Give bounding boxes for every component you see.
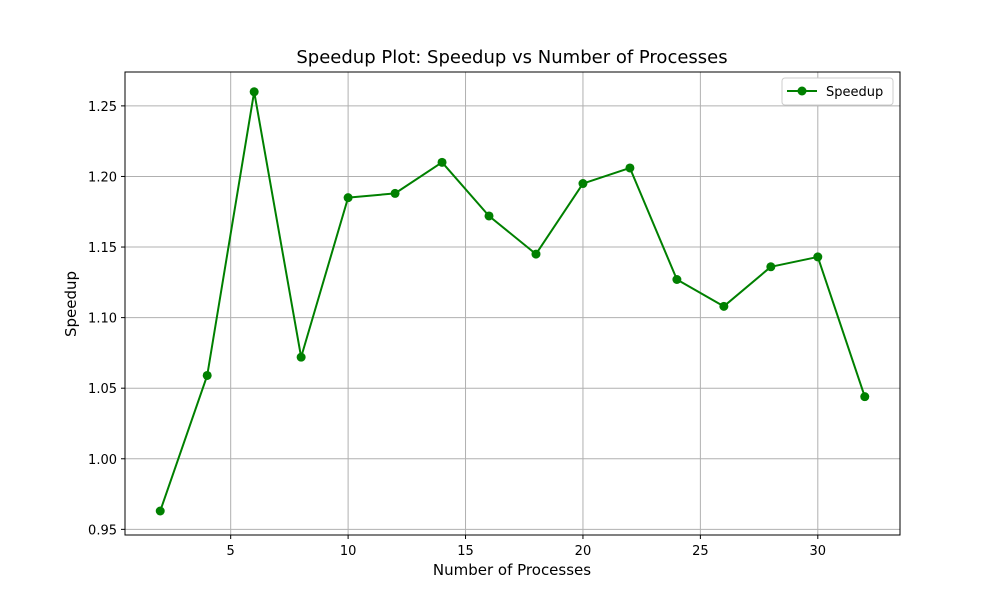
x-tick-label: 15	[457, 544, 474, 559]
data-point	[813, 252, 823, 262]
legend-marker-swatch	[797, 86, 807, 96]
legend: Speedup	[781, 77, 894, 106]
x-tick-label: 25	[692, 544, 709, 559]
data-point	[531, 249, 541, 259]
data-point	[437, 157, 447, 167]
data-point	[484, 211, 494, 221]
y-tick-label: 1.05	[88, 382, 117, 397]
x-tick-label: 30	[810, 544, 827, 559]
x-axis-label: Number of Processes	[433, 561, 591, 579]
chart-title: Speedup Plot: Speedup vs Number of Proce…	[296, 47, 727, 68]
x-tick-label: 20	[575, 544, 592, 559]
data-point	[719, 301, 729, 311]
y-axis-ticks: 0.95 1.00 1.05 1.10 1.15 1.20 1.25	[88, 100, 125, 538]
data-point	[672, 275, 682, 285]
data-point	[625, 163, 635, 173]
data-point	[343, 193, 353, 203]
plot-frame	[124, 71, 901, 536]
y-tick-label: 1.15	[88, 241, 117, 256]
data-point	[578, 179, 588, 189]
data-point	[202, 370, 212, 380]
data-point	[155, 506, 165, 516]
grid-lines	[125, 72, 900, 535]
series-line-speedup	[159, 90, 866, 512]
series-layer	[155, 87, 870, 516]
x-axis-ticks: 5 10 15 20 25 30	[227, 535, 827, 559]
y-tick-label: 1.10	[88, 312, 117, 327]
y-tick-label: 1.00	[88, 453, 117, 468]
data-point	[860, 392, 870, 402]
data-point	[390, 188, 400, 198]
y-tick-label: 0.95	[88, 523, 117, 538]
data-point	[766, 262, 776, 272]
legend-box	[781, 77, 894, 106]
data-point	[249, 87, 259, 97]
y-tick-label: 1.25	[88, 100, 117, 115]
data-point	[296, 352, 306, 362]
y-tick-label: 1.20	[88, 170, 117, 185]
x-tick-label: 5	[227, 544, 235, 559]
legend-label-speedup: Speedup	[826, 85, 883, 100]
x-tick-label: 10	[340, 544, 357, 559]
y-axis-label: Speedup	[62, 271, 80, 337]
